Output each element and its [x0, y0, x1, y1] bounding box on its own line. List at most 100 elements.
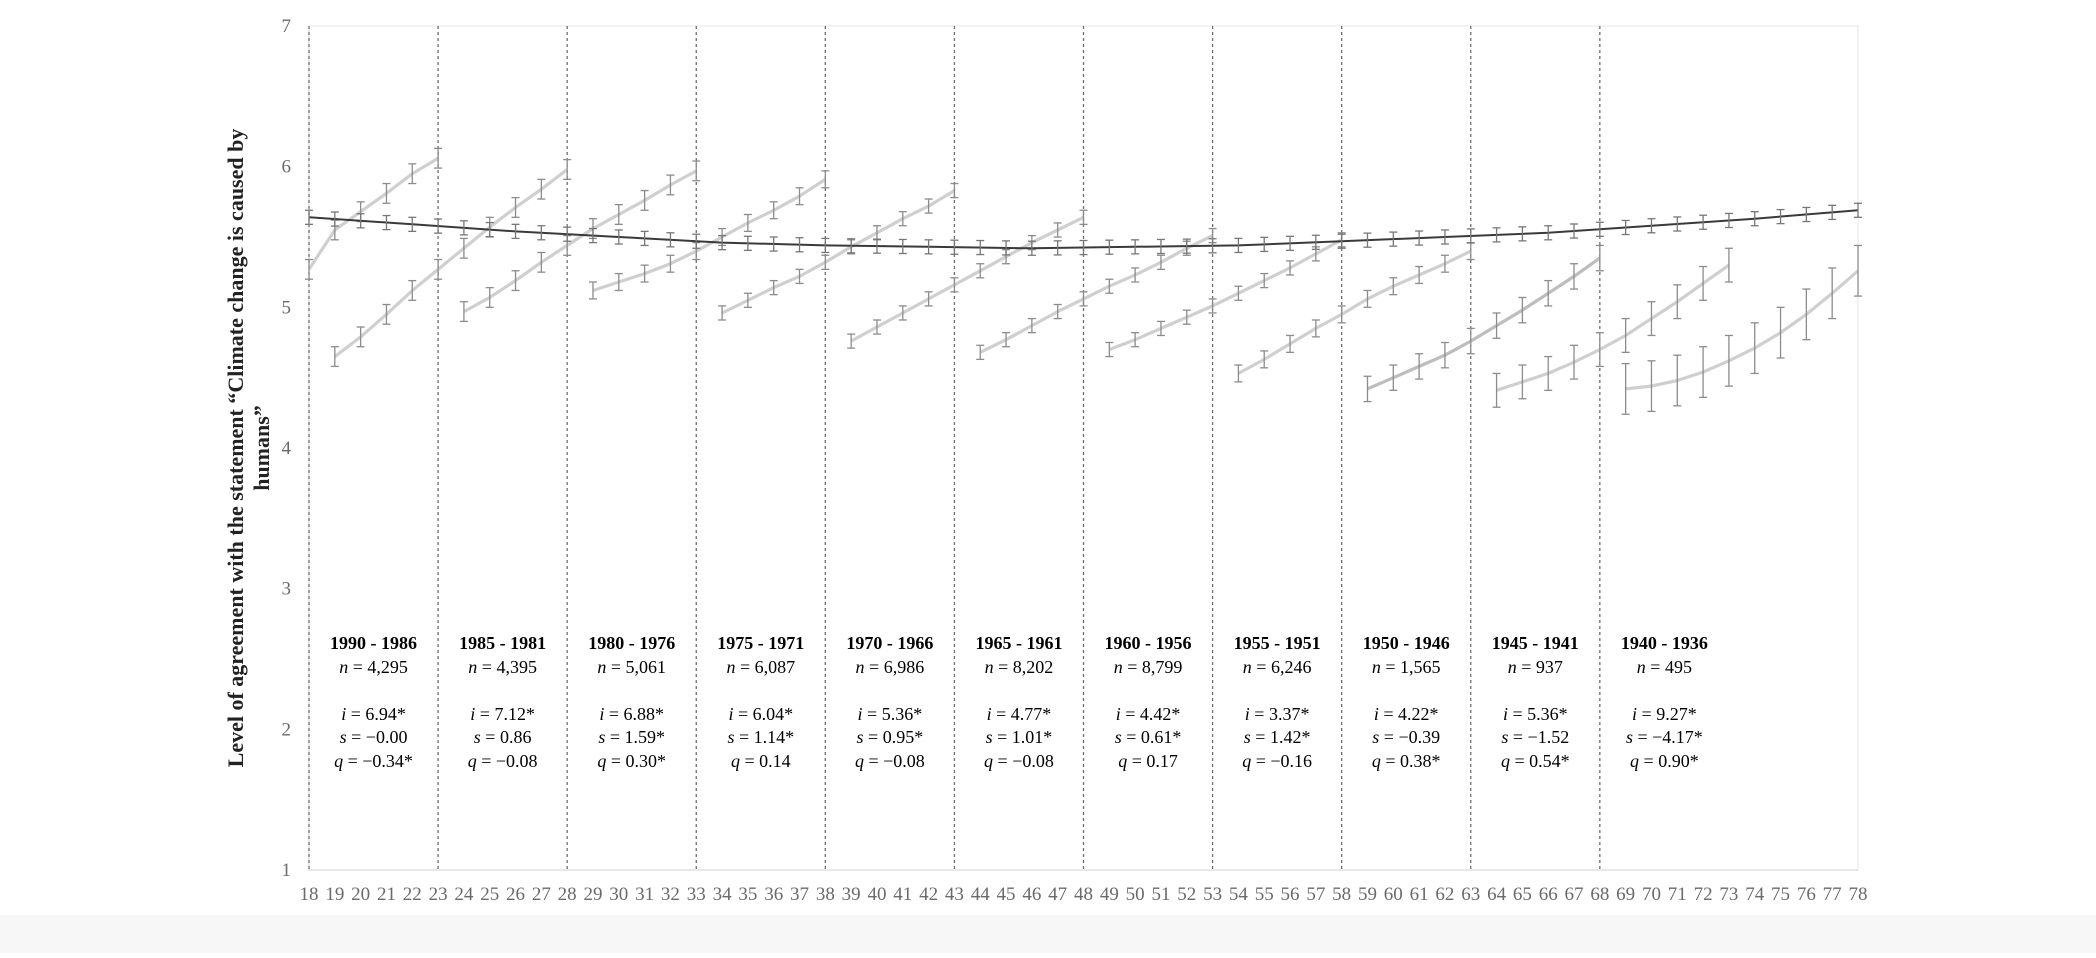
stat-value: = 8,202 — [994, 657, 1054, 677]
stat-value: = 4.42* — [1121, 704, 1181, 724]
stat-symbol: q — [1242, 751, 1251, 771]
x-tick-label: 39 — [842, 884, 861, 905]
stat-symbol: q — [1118, 751, 1127, 771]
stat-value: = 5.36* — [1508, 704, 1568, 724]
x-tick-label: 66 — [1539, 884, 1558, 905]
x-tick-label: 24 — [454, 884, 474, 905]
x-tick-label: 57 — [1306, 884, 1325, 905]
cohort-stat-q: q = −0.08 — [855, 751, 925, 771]
y-axis-title-group: Level of agreement with the statement “C… — [223, 129, 274, 768]
x-tick-label: 43 — [945, 884, 964, 905]
cohort-line — [463, 169, 698, 314]
stat-symbol: q — [1501, 751, 1510, 771]
x-tick-label: 29 — [583, 884, 602, 905]
cohort-years: 1945 - 1941 — [1492, 633, 1579, 653]
cohort-stat-q: q = −0.34* — [334, 751, 413, 771]
stat-symbol: i — [728, 704, 733, 724]
x-tick-label: 38 — [816, 884, 835, 905]
cohort-line — [979, 234, 1214, 354]
x-tick-label: 19 — [325, 884, 344, 905]
cohort-annotation: 1945 - 1941 n = 937 i = 5.36* s = −1.52 q = … — [1492, 633, 1579, 771]
cohort-stat-i: i = 5.36* — [1503, 704, 1568, 724]
stat-value: = 0.86 — [481, 727, 532, 747]
stat-value: = 8,799 — [1123, 657, 1183, 677]
x-tick-label: 46 — [1022, 884, 1041, 905]
stat-value: = 5,061 — [606, 657, 666, 677]
stat-value: = 1.42* — [1251, 727, 1311, 747]
x-tick-label: 68 — [1590, 884, 1609, 905]
cohort-years: 1950 - 1946 — [1363, 633, 1450, 653]
cohort-stat-s: s = −0.39 — [1372, 727, 1440, 747]
stat-symbol: s — [1115, 727, 1122, 747]
x-tick-label: 71 — [1668, 884, 1687, 905]
cohort-stat-q: q = −0.16 — [1242, 751, 1312, 771]
stat-symbol: s — [727, 727, 734, 747]
x-tick-label: 60 — [1384, 884, 1403, 905]
cohort-stat-i: i = 4.22* — [1374, 704, 1439, 724]
x-tick-label: 40 — [867, 884, 886, 905]
cohort-stat-n: n = 8,799 — [1114, 657, 1183, 677]
cohort-years: 1980 - 1976 — [588, 633, 675, 653]
stat-symbol: n — [726, 657, 735, 677]
x-tick-label: 45 — [997, 884, 1016, 905]
cohort-stat-n: n = 1,565 — [1372, 657, 1441, 677]
stat-value: = 0.54* — [1510, 751, 1570, 771]
cohort-years: 1970 - 1966 — [846, 633, 933, 653]
x-tick-label: 26 — [506, 884, 525, 905]
stat-value: = −1.52 — [1508, 727, 1569, 747]
cohort-stat-i: i = 6.88* — [599, 704, 664, 724]
stat-value: = 0.38* — [1381, 751, 1441, 771]
cohort-annotation: 1990 - 1986 n = 4,295 i = 6.94* s = −0.00 q … — [330, 633, 417, 771]
stat-value: = 4.22* — [1379, 704, 1439, 724]
cohort-line — [1108, 238, 1343, 351]
x-tick-label: 47 — [1048, 884, 1067, 905]
x-tick-label: 23 — [429, 884, 448, 905]
x-tick-label: 28 — [558, 884, 577, 905]
stat-symbol: q — [855, 751, 864, 771]
x-tick-label: 31 — [635, 884, 654, 905]
stat-value: = 1.01* — [993, 727, 1053, 747]
stat-symbol: i — [1632, 704, 1637, 724]
stat-symbol: i — [341, 704, 346, 724]
stat-value: = −0.16 — [1251, 751, 1312, 771]
stat-symbol: i — [858, 704, 863, 724]
stat-symbol: q — [1630, 751, 1639, 771]
cohort-stat-s: s = −1.52 — [1501, 727, 1569, 747]
stat-symbol: s — [1372, 727, 1379, 747]
stat-value: = 6.94* — [346, 704, 406, 724]
cohort-stat-n: n = 6,087 — [726, 657, 795, 677]
stat-value: = 6.88* — [604, 704, 664, 724]
cohort-stat-n: n = 937 — [1508, 657, 1563, 677]
cohort-stat-s: s = 1.01* — [986, 727, 1053, 747]
y-tick-label: 5 — [282, 297, 292, 318]
cohort-line — [333, 168, 569, 358]
stat-value: = 1.59* — [605, 727, 665, 747]
y-tick-label: 2 — [282, 719, 292, 740]
stat-value: = 3.37* — [1250, 704, 1310, 724]
cohort-stat-s: s = 0.86 — [474, 727, 532, 747]
cohort-line — [1496, 263, 1730, 392]
stat-symbol: q — [597, 751, 606, 771]
stat-symbol: i — [599, 704, 604, 724]
stat-value: = 1.14* — [734, 727, 794, 747]
x-tick-label: 35 — [738, 884, 757, 905]
stat-value: = 6.04* — [733, 704, 793, 724]
cohort-line — [307, 156, 439, 271]
cohort-annotation: 1955 - 1951 n = 6,246 i = 3.37* s = 1.42* q … — [1234, 633, 1321, 771]
x-tick-label: 32 — [661, 884, 680, 905]
cohort-stat-s: s = 0.61* — [1115, 727, 1182, 747]
x-tick-label: 50 — [1126, 884, 1145, 905]
stat-symbol: i — [1503, 704, 1508, 724]
stat-value: = 4,395 — [477, 657, 537, 677]
x-tick-label: 37 — [790, 884, 809, 905]
stat-value: = 0.14 — [740, 751, 791, 771]
x-tick-label: 34 — [713, 884, 733, 905]
stat-symbol: q — [1372, 751, 1381, 771]
cohort-line — [1366, 256, 1601, 391]
stat-value: = 0.90* — [1639, 751, 1699, 771]
cohort-stat-q: q = 0.90* — [1630, 751, 1699, 771]
cohort-stat-i: i = 3.37* — [1245, 704, 1310, 724]
stat-value: = −0.00 — [347, 727, 408, 747]
